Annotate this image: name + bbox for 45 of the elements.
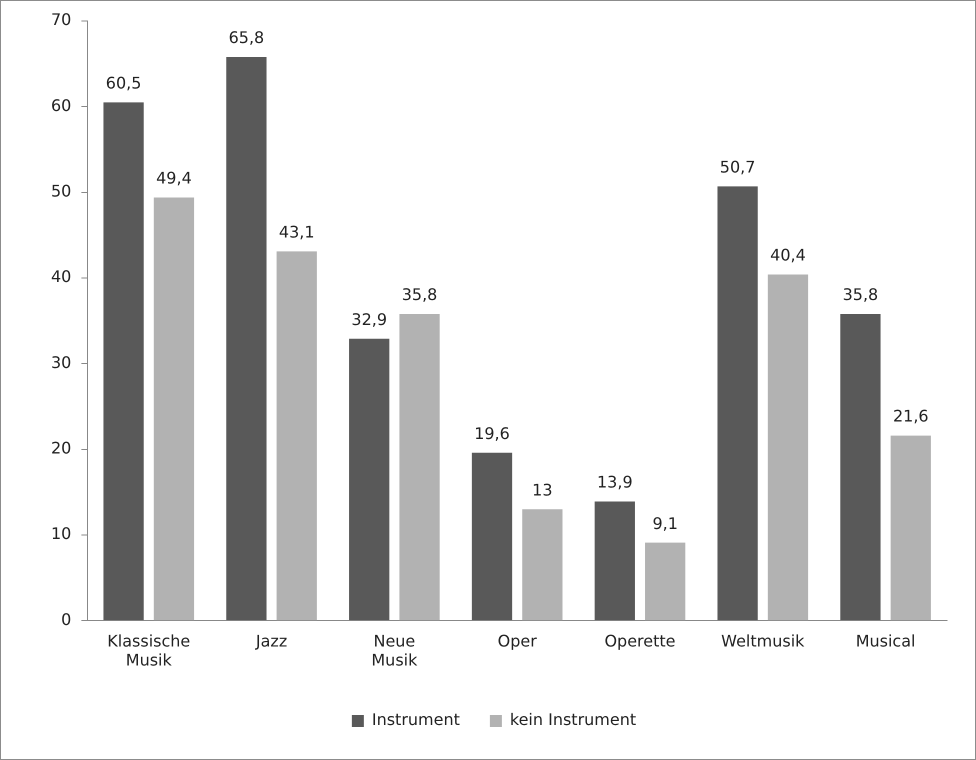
data-label: 60,5 — [106, 74, 142, 93]
data-label: 13 — [532, 480, 553, 500]
bar — [276, 251, 317, 620]
bar — [645, 542, 686, 620]
data-label: 43,1 — [278, 222, 315, 242]
data-label: 19,6 — [474, 424, 510, 443]
bar — [717, 186, 758, 620]
data-label: 9,1 — [652, 514, 678, 533]
bar — [399, 314, 440, 620]
x-tick-label: Operette — [604, 631, 676, 650]
x-tick-label: Neue Musik — [371, 631, 418, 670]
bar — [103, 102, 144, 620]
y-tick-label: 0 — [61, 610, 72, 629]
y-tick-label: 70 — [51, 10, 72, 30]
data-label: 32,9 — [351, 310, 388, 329]
bar — [840, 314, 881, 620]
x-tick-label: Weltmusik — [721, 631, 806, 650]
legend-label: kein Instrument — [510, 710, 636, 730]
data-label: 35,8 — [842, 285, 878, 304]
x-tick-label: Oper — [498, 631, 538, 650]
y-tick-label: 40 — [51, 267, 72, 286]
bar — [768, 274, 808, 620]
data-label: 50,7 — [720, 157, 756, 176]
x-tick-label: Klassische Musik — [107, 631, 190, 670]
x-tick-label: Musical — [856, 631, 916, 650]
bar — [472, 452, 512, 620]
data-label: 40,4 — [770, 246, 806, 265]
legend-label: Instrument — [372, 710, 460, 730]
y-tick-label: 50 — [51, 181, 72, 200]
bar — [522, 509, 562, 620]
bar — [154, 197, 194, 620]
bar — [890, 436, 931, 620]
data-label: 35,8 — [402, 285, 438, 304]
data-label: 65,8 — [228, 28, 264, 48]
y-tick-label: 10 — [51, 524, 72, 544]
bar — [226, 56, 267, 620]
data-label: 49,4 — [156, 168, 192, 188]
y-tick-label: 30 — [51, 352, 72, 372]
data-label: 13,9 — [597, 472, 633, 492]
y-tick-label: 60 — [51, 96, 72, 115]
x-tick-label: Jazz — [254, 631, 288, 650]
data-label: 21,6 — [892, 406, 929, 426]
bar — [349, 338, 390, 620]
y-tick-label: 20 — [51, 438, 72, 458]
bar — [594, 502, 635, 620]
